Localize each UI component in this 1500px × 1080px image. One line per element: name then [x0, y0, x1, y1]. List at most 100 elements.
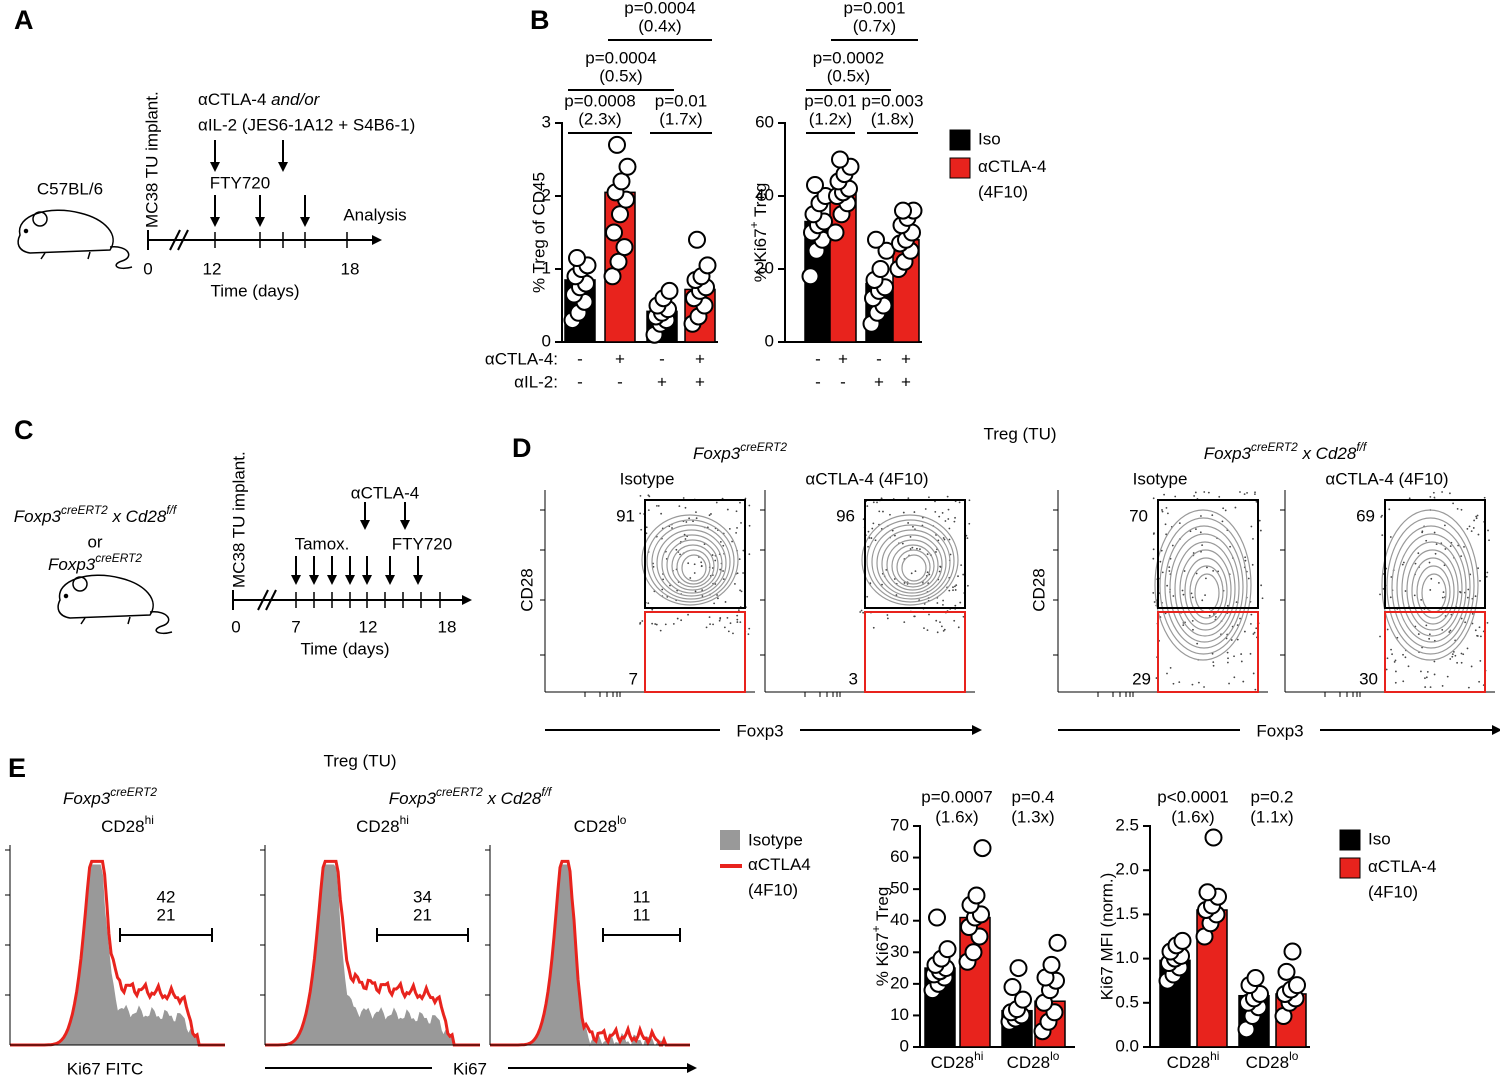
- event-dot: [1402, 680, 1405, 683]
- event-dot: [1165, 506, 1168, 509]
- event-dot: [1153, 532, 1155, 535]
- event-dot: [924, 508, 927, 510]
- event-dot: [1164, 523, 1167, 526]
- event-dot: [928, 496, 930, 499]
- event-dot: [1191, 596, 1194, 599]
- text-line: (4F10): [978, 183, 1028, 202]
- event-dot: [923, 627, 925, 630]
- data-point: [1198, 883, 1217, 902]
- p-value: p=0.0004: [624, 0, 695, 17]
- implant-label: MC38 TU implant.: [229, 451, 248, 588]
- event-dot: [1474, 629, 1477, 632]
- contour: [646, 519, 735, 603]
- text-part: % Ki67: [873, 932, 892, 986]
- data-point: [618, 157, 637, 176]
- event-dot: [1254, 688, 1257, 691]
- event-dot: [661, 588, 664, 591]
- event-dot: [876, 501, 878, 504]
- event-dot: [1414, 562, 1417, 565]
- condition-symbol: +: [695, 349, 705, 368]
- event-dot: [714, 559, 717, 562]
- mouse-legs: [80, 616, 131, 625]
- text-part: x: [108, 507, 126, 526]
- event-dot: [1478, 626, 1481, 629]
- y-tick-label: 3: [542, 112, 551, 131]
- event-dot: [874, 539, 877, 542]
- event-dot: [1448, 631, 1451, 633]
- data-point: [698, 256, 717, 275]
- contour: [676, 549, 711, 585]
- fold-change: (1.3x): [1011, 807, 1054, 826]
- tick-label: 18: [341, 259, 360, 278]
- event-dot: [882, 510, 884, 513]
- event-dot: [1226, 661, 1229, 664]
- event-dot: [926, 629, 929, 632]
- event-dot: [1161, 510, 1164, 513]
- group-title: Foxp3creERT2 x Cd28f/f: [1204, 440, 1368, 463]
- event-dot: [1172, 682, 1175, 685]
- event-dot: [1449, 492, 1451, 495]
- x-axis-label: Foxp3: [1256, 721, 1303, 740]
- event-dot: [1417, 633, 1420, 635]
- event-dot: [938, 570, 941, 573]
- event-dot: [1435, 543, 1438, 545]
- event-dot: [1386, 657, 1389, 660]
- event-dot: [1388, 508, 1391, 511]
- event-dot: [928, 613, 930, 616]
- event-dot: [926, 571, 929, 574]
- text-part: CD28: [1007, 1053, 1050, 1072]
- y-tick-label: 60: [755, 112, 774, 131]
- text-part: Foxp3: [693, 444, 741, 463]
- event-dot: [1171, 544, 1174, 547]
- p-value: p=0.001: [844, 0, 906, 17]
- event-dot: [1428, 561, 1431, 564]
- event-dot: [1452, 502, 1455, 505]
- event-dot: [641, 620, 644, 622]
- text-part: CD28: [931, 1053, 974, 1072]
- event-dot: [1259, 529, 1262, 532]
- text-part: hi: [1210, 1049, 1219, 1063]
- text-part: creERT2: [110, 785, 157, 799]
- event-dot: [1381, 534, 1384, 537]
- event-dot: [684, 538, 687, 540]
- event-dot: [1236, 624, 1239, 627]
- legend-label: Isotype: [748, 830, 803, 849]
- event-dot: [1483, 496, 1486, 499]
- event-dot: [701, 595, 704, 597]
- text-part: f/f: [541, 785, 553, 799]
- event-dot: [685, 521, 688, 523]
- x-axis-label: Ki67 FITC: [67, 1059, 144, 1078]
- y-axis-label: Ki67 MFI (norm.): [1097, 873, 1116, 1001]
- event-dot: [1479, 635, 1482, 638]
- event-dot: [748, 504, 751, 507]
- gate-high: [644, 499, 746, 609]
- event-dot: [1449, 629, 1452, 632]
- data-point: [615, 238, 634, 257]
- event-dot: [655, 623, 658, 626]
- event-dot: [1243, 493, 1246, 496]
- event-dot: [708, 616, 711, 619]
- event-dot: [1433, 660, 1436, 663]
- event-dot: [1393, 661, 1396, 663]
- text-part: Cd28: [1316, 444, 1357, 463]
- condition-symbol: -: [840, 372, 846, 391]
- y-axis-label: % Ki67+ Treg: [747, 183, 770, 283]
- text-line: (4F10): [748, 881, 798, 900]
- text-part: hi: [400, 813, 409, 827]
- contour: [861, 514, 959, 606]
- x-axis-label: Foxp3: [736, 721, 783, 740]
- event-dot: [723, 626, 726, 629]
- event-dot: [1178, 681, 1181, 684]
- event-dot: [705, 626, 708, 629]
- event-dot: [1451, 655, 1454, 658]
- fold-change: (2.3x): [578, 109, 621, 128]
- event-dot: [935, 619, 938, 622]
- data-point: [605, 223, 623, 242]
- event-dot: [891, 529, 894, 532]
- legend-swatch: [1339, 829, 1361, 851]
- contour: [1184, 557, 1228, 625]
- text-part: Foxp3: [1204, 444, 1252, 463]
- event-dot: [1250, 613, 1253, 616]
- data-point: [603, 267, 622, 286]
- event-dot: [1463, 545, 1465, 548]
